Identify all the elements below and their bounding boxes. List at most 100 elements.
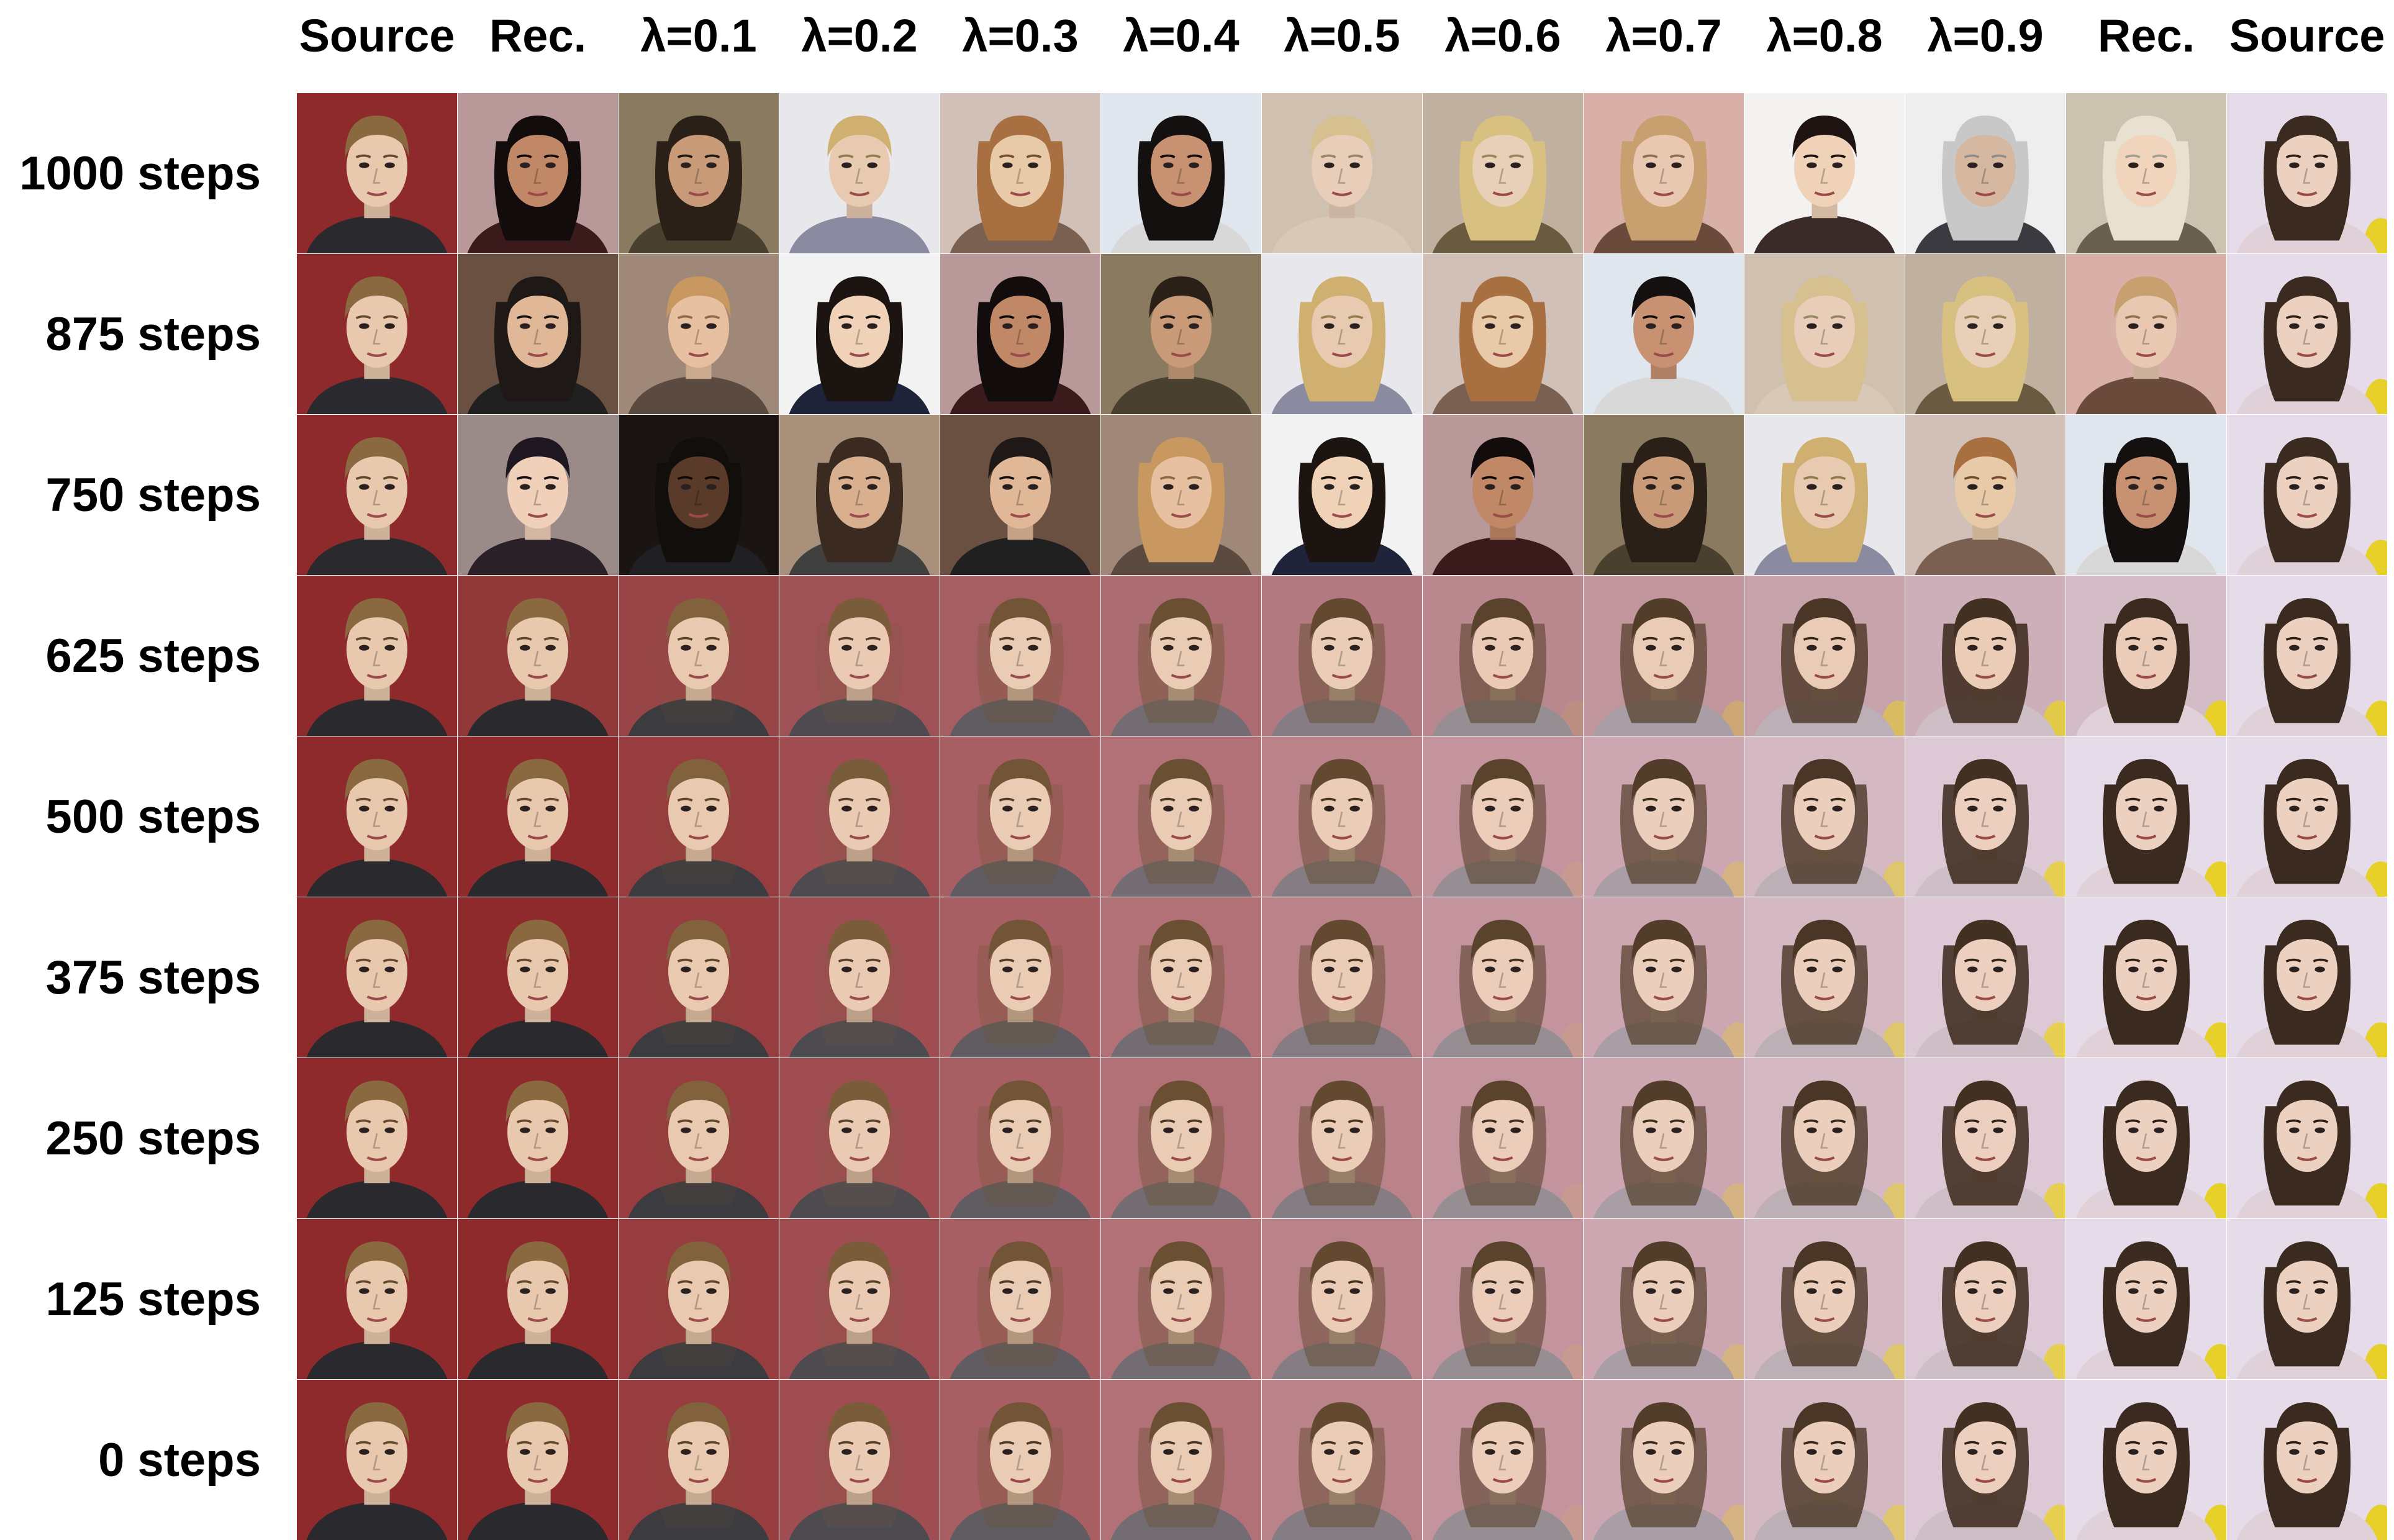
face-image-cell: [779, 1219, 940, 1379]
face-image-cell: [297, 736, 457, 897]
face-image-cell: [779, 1058, 940, 1218]
face-image: [779, 576, 940, 736]
column-header-lambda-0.8: λ=0.8: [1766, 10, 1883, 61]
face-image: [1262, 254, 1422, 414]
face-image: [1744, 1219, 1905, 1379]
face-image-cell: [940, 736, 1100, 897]
face-image: [940, 897, 1100, 1058]
face-image-cell: [1423, 736, 1583, 897]
face-image: [2227, 736, 2387, 897]
face-image: [1584, 736, 1744, 897]
face-image-cell: [1423, 1380, 1583, 1540]
face-image: [940, 254, 1100, 414]
face-image: [297, 93, 457, 253]
face-image: [940, 415, 1100, 575]
face-image-cell: [779, 736, 940, 897]
face-image-cell: [1744, 1219, 1905, 1379]
face-image-cell: [297, 254, 457, 414]
face-image-cell: [940, 1380, 1100, 1540]
face-image: [458, 736, 618, 897]
face-image-cell: [1423, 254, 1583, 414]
column-header-lambda-0.7: λ=0.7: [1605, 10, 1722, 61]
face-image: [2227, 1380, 2387, 1540]
face-image-cell: [619, 736, 779, 897]
face-image: [2066, 1058, 2226, 1218]
face-image-cell: [1744, 415, 1905, 575]
column-header-lambda-0.6: λ=0.6: [1444, 10, 1561, 61]
face-image-cell: [297, 415, 457, 575]
face-image: [1744, 897, 1905, 1058]
face-image: [619, 254, 779, 414]
face-image-cell: [2066, 576, 2226, 736]
face-image-cell: [779, 897, 940, 1058]
face-image-cell: [779, 576, 940, 736]
face-image-cell: [297, 576, 457, 736]
face-image-cell: [619, 254, 779, 414]
face-image-cell: [1423, 897, 1583, 1058]
face-image-cell: [1262, 254, 1422, 414]
face-image: [779, 1380, 940, 1540]
face-image: [2227, 254, 2387, 414]
face-image: [1744, 736, 1905, 897]
face-image: [1101, 897, 1261, 1058]
face-image-cell: [2066, 254, 2226, 414]
face-image-cell: [458, 1219, 618, 1379]
face-image: [779, 897, 940, 1058]
face-image-cell: [619, 897, 779, 1058]
face-image-cell: [2227, 897, 2387, 1058]
face-image-cell: [2066, 1380, 2226, 1540]
face-image: [779, 736, 940, 897]
face-image: [1101, 254, 1261, 414]
face-image: [779, 93, 940, 253]
face-image-cell: [458, 93, 618, 253]
face-image-cell: [1262, 93, 1422, 253]
face-image: [619, 576, 779, 736]
face-image-cell: [2227, 736, 2387, 897]
face-image-cell: [2227, 1058, 2387, 1218]
face-image: [2066, 736, 2226, 897]
face-image: [1905, 1380, 2065, 1540]
face-image: [1262, 93, 1422, 253]
row-label-500-steps: 500 steps: [45, 790, 261, 843]
face-image: [1262, 415, 1422, 575]
face-image: [1101, 736, 1261, 897]
face-image-cell: [1905, 897, 2065, 1058]
face-image: [1262, 1058, 1422, 1218]
face-image-cell: [1584, 415, 1744, 575]
face-image-cell: [1423, 93, 1583, 253]
face-image-cell: [2227, 93, 2387, 253]
face-image-cell: [1101, 1380, 1261, 1540]
face-image-cell: [1584, 576, 1744, 736]
face-image: [1584, 1058, 1744, 1218]
face-image-cell: [1744, 1058, 1905, 1218]
column-header-rec-right: Rec.: [2097, 10, 2195, 61]
face-image-cell: [1584, 1219, 1744, 1379]
face-image-cell: [779, 254, 940, 414]
face-image-cell: [1905, 1058, 2065, 1218]
face-image: [1584, 415, 1744, 575]
face-image: [2066, 1219, 2226, 1379]
row-label-375-steps: 375 steps: [45, 951, 261, 1004]
face-image: [1423, 1058, 1583, 1218]
row-label-250-steps: 250 steps: [45, 1112, 261, 1165]
face-image: [1423, 415, 1583, 575]
face-image-cell: [458, 1380, 618, 1540]
face-image-cell: [2066, 736, 2226, 897]
row-label-1000-steps: 1000 steps: [19, 147, 261, 200]
face-image-cell: [297, 897, 457, 1058]
face-image: [1584, 576, 1744, 736]
column-header-source-right: Source: [2229, 10, 2385, 61]
face-image-cell: [619, 1380, 779, 1540]
face-image: [297, 1058, 457, 1218]
face-image-cell: [940, 93, 1100, 253]
face-image-cell: [1905, 254, 2065, 414]
face-image-cell: [1101, 1219, 1261, 1379]
face-image: [779, 254, 940, 414]
face-image-cell: [2066, 415, 2226, 575]
face-image-cell: [1101, 93, 1261, 253]
face-image-cell: [297, 1219, 457, 1379]
face-image: [619, 1058, 779, 1218]
face-image-cell: [458, 736, 618, 897]
face-image: [1101, 1219, 1261, 1379]
face-image-cell: [2066, 93, 2226, 253]
